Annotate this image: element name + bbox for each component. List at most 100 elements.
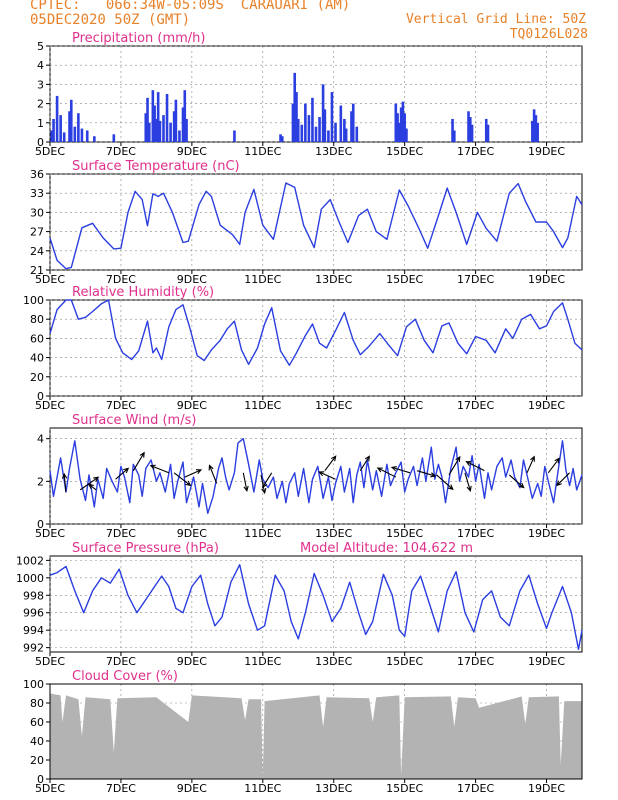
- precip-bar: [85, 130, 89, 142]
- x-tick-label: 13DEC: [315, 527, 352, 540]
- y-tick-label: 100: [23, 678, 44, 691]
- y-tick-label: 992: [23, 642, 44, 655]
- y-tick-label: 1000: [16, 572, 44, 585]
- precip-bar: [162, 115, 165, 142]
- y-tick-label: 20: [30, 371, 44, 384]
- x-tick-label: 5DEC: [35, 527, 65, 540]
- x-tick-label: 9DEC: [177, 145, 207, 158]
- wind-vector-arrow: [556, 472, 570, 487]
- precip-bar: [279, 134, 282, 142]
- y-tick-label: 5: [37, 40, 44, 53]
- precip-bar: [69, 99, 73, 142]
- x-tick-label: 19DEC: [528, 273, 565, 286]
- wind-vector-arrow: [359, 455, 371, 471]
- y-tick-label: 80: [30, 313, 44, 326]
- x-tick-label: 19DEC: [528, 527, 565, 540]
- y-tick-label: 996: [23, 607, 44, 620]
- precip-bar: [151, 90, 155, 142]
- y-tick-label: 998: [23, 589, 44, 602]
- y-tick-label: 40: [30, 352, 44, 365]
- precip-bar: [396, 113, 399, 142]
- precip-bar: [169, 122, 172, 142]
- x-tick-label: 5DEC: [35, 782, 65, 795]
- precip-bar: [156, 92, 160, 142]
- wind-vector-arrow: [547, 457, 560, 474]
- x-tick-label: 7DEC: [106, 655, 136, 668]
- wind-vector-arrow: [87, 483, 97, 491]
- precip-bar: [293, 72, 297, 142]
- precip-bar: [112, 134, 116, 142]
- x-tick-label: 15DEC: [386, 527, 423, 540]
- panel-title: Surface Pressure (hPa): [72, 541, 219, 556]
- panel-title: Surface Wind (m/s): [72, 413, 196, 428]
- precip-bar: [233, 130, 236, 142]
- y-tick-label: 3: [37, 78, 44, 91]
- x-tick-label: 9DEC: [177, 399, 207, 412]
- x-tick-label: 19DEC: [528, 145, 565, 158]
- precip-bar: [484, 118, 488, 142]
- x-tick-label: 19DEC: [528, 399, 565, 412]
- x-tick-label: 5DEC: [35, 273, 65, 286]
- plot-frame: [49, 555, 583, 653]
- precip-bar: [153, 105, 156, 142]
- precip-bar: [62, 132, 66, 142]
- y-tick-label: 1002: [16, 554, 44, 567]
- y-tick-label: 994: [23, 624, 44, 637]
- wind-vector-arrow: [184, 469, 203, 478]
- panel-title: Relative Humidity (%): [72, 285, 214, 300]
- wind-vector-arrow: [448, 455, 461, 476]
- x-tick-label: 17DEC: [457, 273, 494, 286]
- precip-bar: [68, 111, 71, 142]
- x-tick-label: 15DEC: [386, 273, 423, 286]
- wind-vector-arrow: [318, 471, 336, 480]
- x-tick-label: 15DEC: [386, 399, 423, 412]
- x-tick-label: 17DEC: [457, 399, 494, 412]
- x-tick-label: 9DEC: [177, 655, 207, 668]
- precip-bar: [334, 122, 337, 142]
- precip-bar: [304, 103, 307, 142]
- y-tick-label: 27: [30, 226, 44, 239]
- precip-bar: [52, 118, 55, 142]
- pressure-series-line: [49, 564, 583, 651]
- panel-humidity: 0 20 40 60 80 100 5DEC 7DEC 9DEC 11DEC 13DEC 15DEC 1…: [23, 285, 583, 412]
- plot-frame-overlay: [49, 683, 583, 780]
- wind-vector-arrow: [324, 455, 337, 471]
- precip-bar: [351, 103, 355, 142]
- temperature-series-line: [49, 182, 583, 270]
- y-tick-label: 4: [37, 59, 44, 72]
- y-tick-label: 0: [37, 518, 44, 531]
- y-tick-label: 20: [30, 754, 44, 767]
- y-tick-label: 0: [37, 390, 44, 403]
- x-tick-label: 7DEC: [106, 527, 136, 540]
- x-tick-label: 11DEC: [244, 782, 281, 795]
- precip-bar: [318, 117, 321, 142]
- precip-bar: [50, 130, 54, 142]
- x-tick-label: 7DEC: [106, 399, 136, 412]
- y-tick-label: 33: [30, 187, 44, 200]
- y-tick-label: 0: [37, 773, 44, 786]
- x-tick-label: 13DEC: [315, 399, 352, 412]
- precip-bar: [174, 99, 178, 142]
- x-tick-label: 15DEC: [386, 145, 423, 158]
- precip-bar: [185, 118, 188, 142]
- wind-vector-arrow: [61, 472, 68, 493]
- precip-bar: [300, 124, 304, 142]
- wind-vector-arrow: [79, 476, 100, 491]
- wind-vector-arrow: [208, 464, 218, 484]
- wind-vector-arrow: [149, 464, 170, 474]
- precip-bar: [394, 103, 398, 142]
- precip-bar: [80, 128, 84, 142]
- y-tick-label: 21: [30, 264, 44, 277]
- model-code: TQ0126L028: [509, 27, 588, 42]
- x-tick-label: 17DEC: [457, 782, 494, 795]
- panel-title: Cloud Cover (%): [72, 669, 178, 684]
- x-tick-label: 17DEC: [457, 145, 494, 158]
- wind-vector-arrow: [416, 470, 437, 478]
- precip-bar: [323, 109, 327, 142]
- precip-bar: [350, 111, 353, 142]
- run-date-header: 05DEC2020 50Z (GMT): [30, 12, 191, 28]
- precip-bar: [403, 113, 406, 142]
- wind-vector-arrow: [115, 467, 130, 480]
- precip-bar: [532, 109, 536, 142]
